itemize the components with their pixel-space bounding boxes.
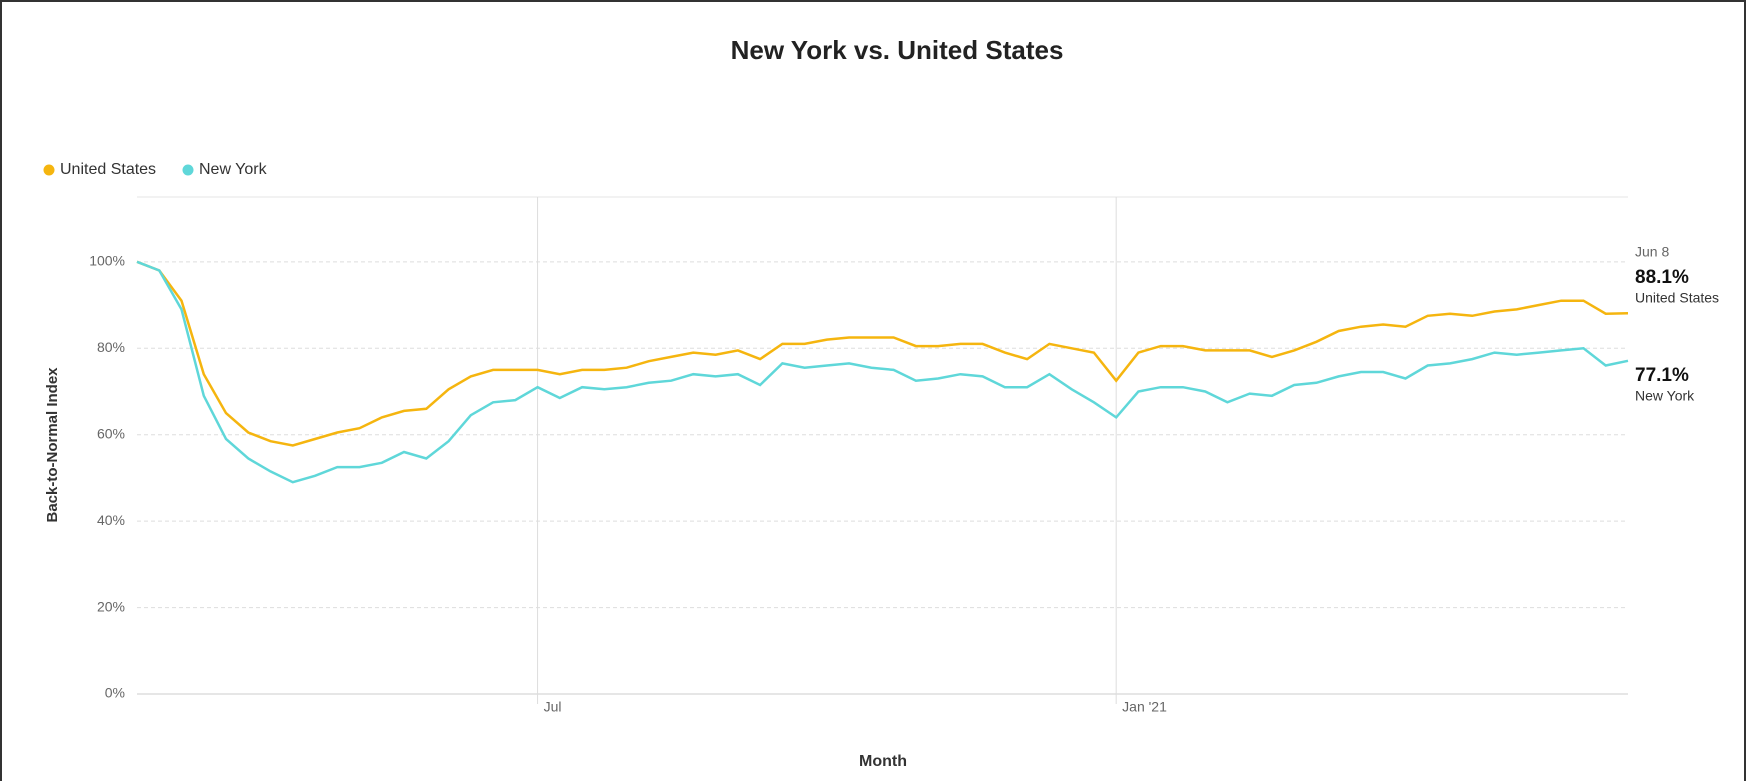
y-tick-label: 60% (97, 425, 125, 441)
y-axis-label: Back-to-Normal Index (44, 367, 61, 523)
end-value-label: 88.1% (1635, 267, 1689, 288)
legend-marker (182, 164, 194, 176)
y-tick-label: 40% (97, 512, 125, 528)
end-series-label: New York (1635, 388, 1695, 404)
line (136, 260, 1629, 447)
x-tick-label: Jan '21 (1122, 699, 1167, 715)
y-tick-label: 0% (105, 685, 125, 701)
x-axis-label: Month (859, 753, 907, 770)
end-value-label: 77.1% (1635, 365, 1689, 386)
line (136, 260, 1629, 484)
y-tick-label: 80% (97, 339, 125, 355)
legend-label: United States (60, 161, 156, 178)
legend-marker (43, 164, 55, 176)
end-date: Jun 8 (1635, 244, 1669, 260)
legend-label: New York (199, 161, 268, 178)
y-tick-label: 100% (89, 253, 125, 269)
x-tick-label: Jul (544, 699, 562, 715)
end-series-label: United States (1635, 290, 1719, 306)
chart-title: New York vs. United States (731, 35, 1064, 65)
y-tick-label: 20% (97, 598, 125, 614)
